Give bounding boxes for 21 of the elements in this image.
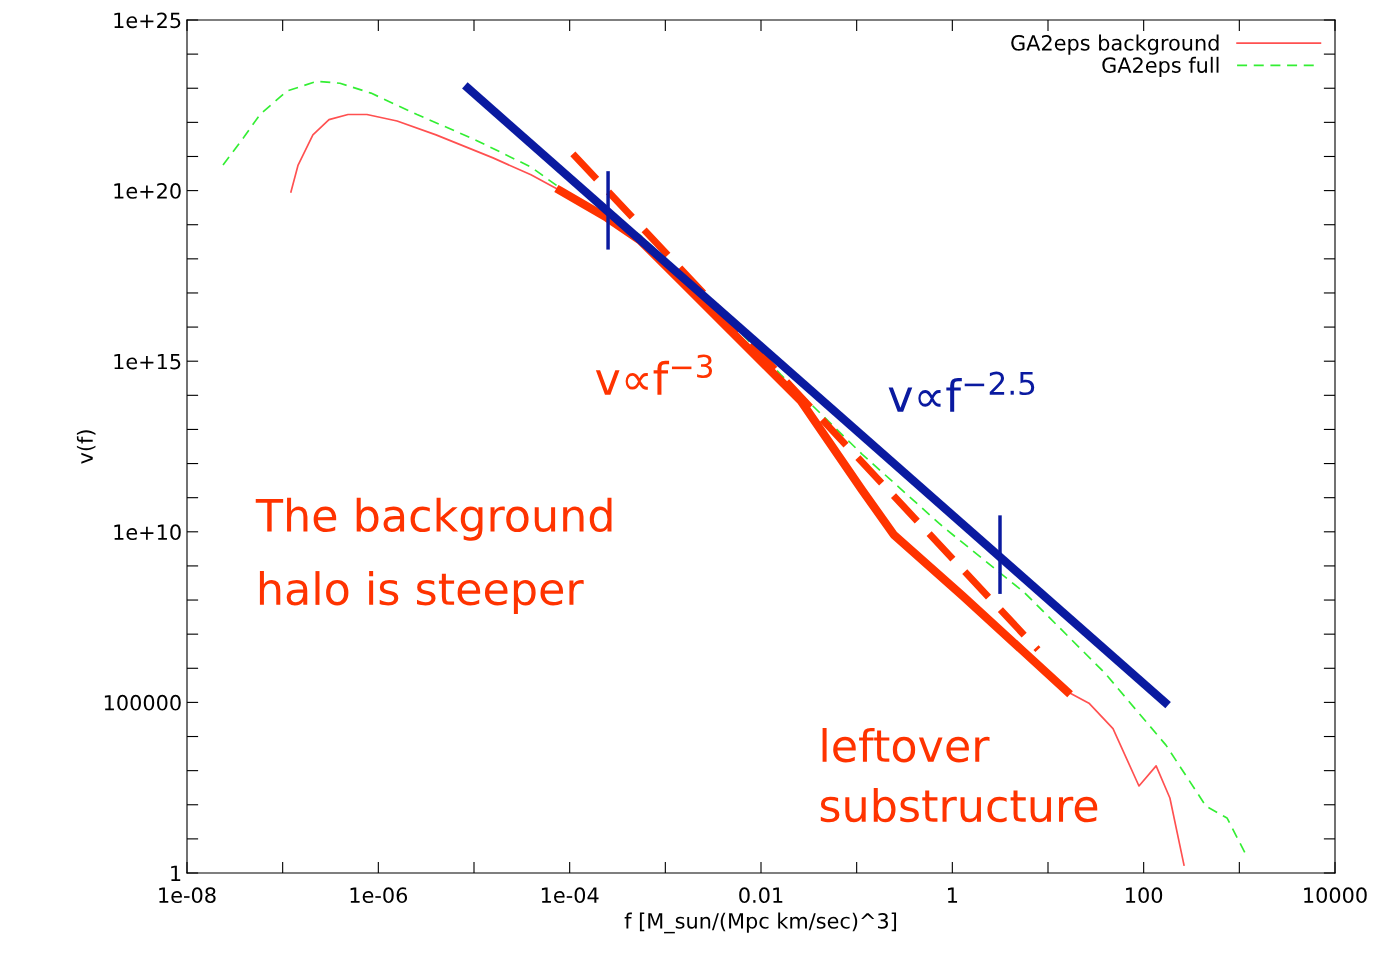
legend-label: GA2eps background (1011, 34, 1219, 55)
x-tick-label: 1 (947, 887, 958, 903)
legend-label: GA2eps full (1102, 56, 1219, 77)
y-tick-label: 1e+10 (114, 524, 181, 541)
y-tick-label: 1e+20 (114, 183, 181, 199)
x-tick-label: 1e-08 (159, 887, 216, 904)
y-tick-label: 1e+15 (114, 353, 181, 370)
annotation: v∝f$^{−2.5}$ (888, 371, 1035, 412)
x-tick-label: 0.01 (739, 887, 783, 904)
x-tick-label: 1e-06 (350, 887, 408, 904)
x-tick-label: 1e-04 (541, 887, 599, 904)
x-tick-label: 10000 (1304, 887, 1367, 904)
y-tick-label: 1 (171, 865, 181, 881)
y-axis-title: v(f) (76, 430, 96, 464)
annotation: leftover substructure (820, 727, 1098, 823)
annotation: The background halo is steeper (255, 497, 612, 615)
x-axis-title: f [M_sun/(Mpc km/sec)^3] (624, 912, 897, 934)
y-tick-label: 1e+25 (114, 12, 181, 29)
annotation: v∝f$^{−3}$ (595, 354, 713, 395)
x-tick-label: 100 (1126, 887, 1163, 904)
y-tick-label: 100000 (104, 694, 181, 711)
